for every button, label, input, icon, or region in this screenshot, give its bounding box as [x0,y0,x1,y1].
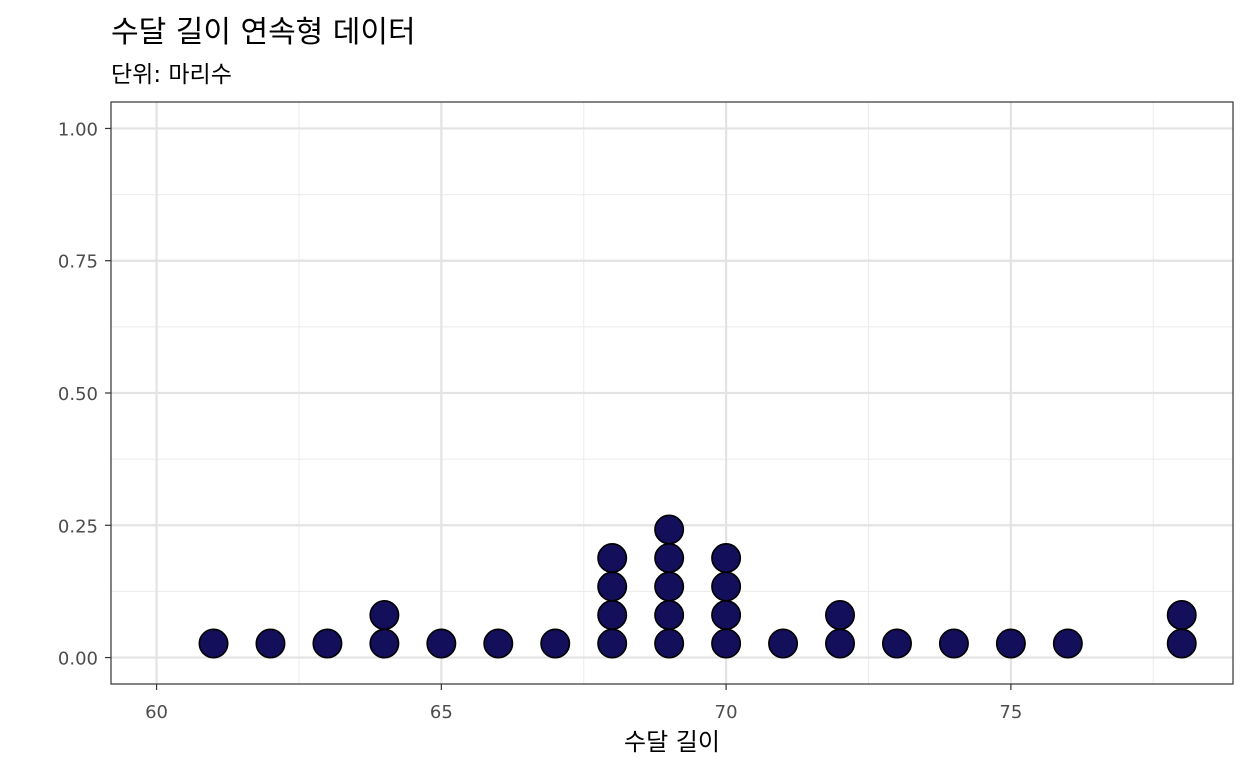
y-tick-label: 0.50 [58,384,98,405]
dot [369,628,400,659]
dot [369,600,400,631]
chart-title: 수달 길이 연속형 데이터 [111,15,416,50]
axes: 60 65 70 75 0.00 0.25 0.50 0.75 1.00 [58,119,1022,723]
dot [768,628,799,659]
dot [654,600,685,631]
dot [654,543,685,574]
dot [654,628,685,659]
dot [597,628,628,659]
chart-subtitle: 단위: 마리수 [111,62,232,88]
dot [711,600,742,631]
dot [881,628,912,659]
x-tick-label: 65 [430,702,453,723]
x-tick-label: 60 [145,702,168,723]
dot [198,628,229,659]
dot [1052,628,1083,659]
dot [597,600,628,631]
dot [995,628,1026,659]
dot [312,628,343,659]
dot [255,628,286,659]
dot [711,571,742,602]
dot [483,628,514,659]
dot [597,543,628,574]
y-tick-label: 0.00 [58,649,98,670]
dots [198,514,1197,659]
dot [825,628,856,659]
y-tick-label: 0.75 [58,252,98,273]
x-axis-label: 수달 길이 [624,728,720,756]
dot [1166,600,1197,631]
dot [426,628,457,659]
dot [711,543,742,574]
dot [711,628,742,659]
x-tick-label: 70 [715,702,738,723]
y-tick-label: 0.25 [58,516,98,537]
dot [540,628,571,659]
dot [654,514,685,545]
dot [654,571,685,602]
dot [825,600,856,631]
dot [1166,628,1197,659]
x-tick-label: 75 [999,702,1022,723]
dot [597,571,628,602]
y-tick-label: 1.00 [58,119,98,140]
dot [938,628,969,659]
